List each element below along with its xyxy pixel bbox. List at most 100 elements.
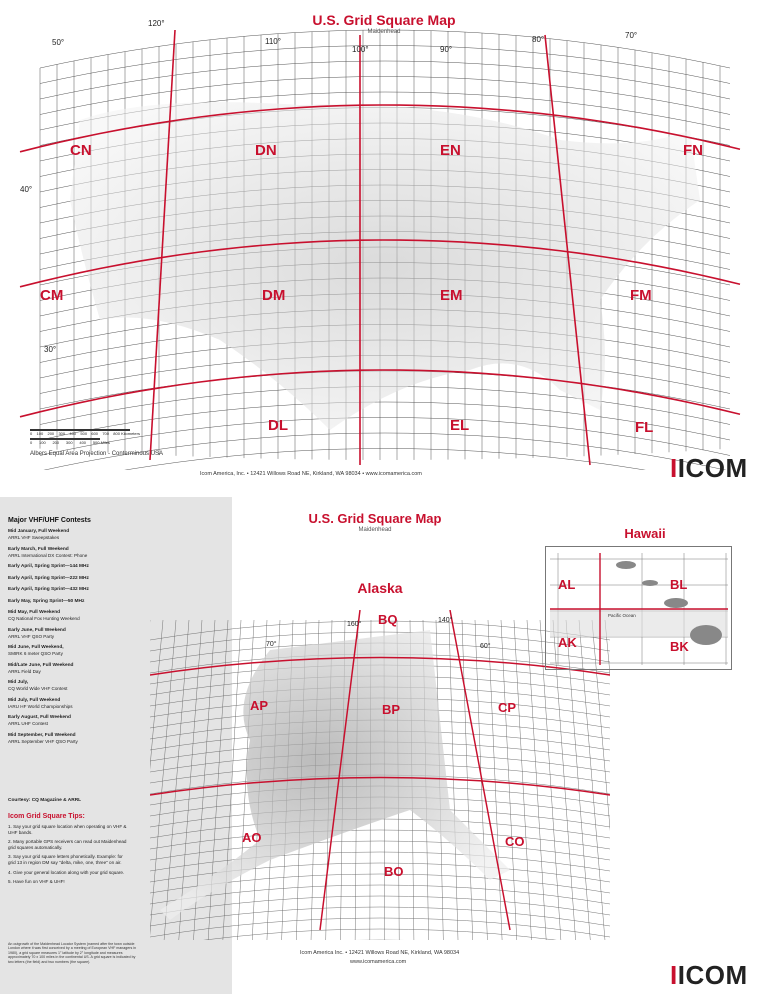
grid-line-v: [565, 619, 591, 940]
grid-line-v: [163, 619, 190, 940]
contest-item: Mid July, Full Weekend IARU HF World Cham…: [8, 697, 73, 709]
field-label-en: EN: [440, 142, 461, 159]
island-shape: [616, 561, 636, 569]
ak-field-cp: CP: [498, 700, 516, 715]
grid-line-v: [487, 619, 503, 940]
icom-logo-bottom: IICOM: [670, 960, 748, 990]
contest-item: Mid January, Full Weekend ARRL VHF Sweeps…: [8, 529, 70, 540]
ak-field-bp: BP: [382, 702, 400, 717]
grid-line-h: [39, 417, 731, 456]
contest-item: Early August, Full Weekend ARRL UHF Conte…: [8, 715, 71, 726]
hi-field-bk: BK: [670, 639, 689, 654]
grid-line-v: [500, 619, 518, 940]
icom-logo-top: IICOM: [670, 453, 748, 483]
longitude-label: 90°: [440, 45, 452, 54]
contest-item: Mid May, Full Weekend CQ National Fox Hun…: [8, 610, 80, 621]
tips-heading: Icom Grid Square Tips:: [8, 813, 85, 820]
field-label-cm: CM: [40, 287, 63, 304]
contest-item: Early April, Spring Sprint—144 MHz: [8, 564, 89, 569]
contest-item: Early April, Spring Sprint—222 MHz: [8, 575, 89, 581]
scale-km-tick: 400: [69, 431, 77, 436]
ak-map-address: Icom America Inc. • 12421 Willows Road N…: [300, 950, 460, 956]
contest-item: Mid/Late June, Full Weekend ARRL Field Da…: [8, 662, 74, 674]
grid-line-h: [150, 818, 610, 839]
courtesy-note: Courtesy: CQ Magazine & ARRL: [8, 798, 82, 803]
us-map-title: U.S. Grid Square Map: [312, 12, 456, 28]
field-boundary-lat: [19, 369, 741, 418]
contest-item: Mid September, Full Weekend ARRL Septembe…: [8, 732, 78, 744]
scale-mi-tick: 0: [30, 440, 33, 445]
scale-mi-tick: 400: [79, 440, 87, 445]
grid-line-v: [178, 619, 203, 940]
contest-item: Early March, Full Weekend ARRL Internatio…: [8, 546, 88, 558]
grid-line-v: [150, 619, 177, 936]
scale-km-tick: 200: [47, 431, 55, 436]
hi-field-bl: BL: [670, 577, 687, 592]
longitude-label: 110°: [265, 37, 281, 46]
scale-km-tick: 0: [30, 431, 33, 436]
contest-sidebar: Major VHF/UHF Contests Mid January, Full…: [0, 497, 232, 994]
field-label-dl: DL: [268, 417, 288, 434]
field-boundary-lon: [319, 610, 361, 931]
latitude-label: 30°: [44, 345, 56, 354]
grid-line-h: [203, 928, 557, 940]
island-shape: [664, 598, 688, 608]
tip-item: 5. Have fun on VHF & UHF!: [8, 879, 65, 885]
grid-line-h: [150, 631, 610, 652]
longitude-label: 100°: [352, 45, 369, 54]
projection-note: Albers Equal Area Projection - Contermin…: [30, 451, 164, 457]
field-boundary-lon: [544, 34, 591, 466]
field-label-fm: FM: [630, 287, 652, 304]
scale-mi-tick: 500 Miles: [92, 440, 110, 445]
field-boundary-lat: [19, 104, 741, 153]
field-label-em: EM: [440, 287, 463, 304]
field-boundary-lon: [149, 29, 176, 461]
scale-km-tick: 800 Kilometers: [113, 431, 140, 436]
ak-map-web: www.icomamerica.com: [350, 959, 407, 965]
grid-line-v: [237, 619, 255, 940]
contest-list: Mid January, Full Weekend ARRL VHF Sweeps…: [8, 529, 218, 750]
hi-field-ak: AK: [558, 635, 577, 650]
us-grid-map: 120° 110° 100° 90° 80° 70° 50° 40° 30° CN DN EN FN CM…: [19, 19, 741, 470]
tips-list: 1. Say your grid square location when op…: [8, 824, 128, 889]
pacific-ocean-label: Pacific Ocean: [608, 613, 636, 618]
contest-item: Early June, Full Weekend ARRL VHF QSO Par…: [8, 627, 66, 639]
tip-item: 2. Many portable GPS receivers can read …: [8, 839, 127, 850]
grid-line-v: [552, 619, 576, 940]
grid-line-h: [150, 851, 610, 872]
alaska-landmass: [160, 630, 510, 920]
grid-line-h: [39, 76, 731, 115]
tip-item: 4. Give your general location along with…: [8, 869, 125, 875]
scale-mi-tick: 200: [52, 440, 60, 445]
ak-map-subtitle: Maidenhead: [358, 527, 392, 533]
grid-line-v: [604, 619, 610, 677]
scale-mi-tick: 300: [65, 440, 73, 445]
maidenhead-footnote: An outgrowth of the Maidenhead Locator S…: [8, 942, 137, 964]
ak-coord-label: 160°: [347, 620, 362, 628]
grid-line-h: [150, 917, 610, 938]
grid-line-h: [124, 448, 646, 470]
ak-coord-label: 60°: [480, 642, 491, 650]
grid-line-h: [150, 620, 610, 641]
grid-line-h: [150, 884, 610, 905]
field-boundary-lat: [150, 776, 610, 796]
grid-line-h: [150, 862, 610, 883]
grid-line-v: [539, 619, 562, 940]
scale-mi-tick: 100: [39, 440, 46, 445]
tip-item: 3. Say your grid square letters phonetic…: [8, 854, 123, 865]
ak-field-ap: AP: [250, 698, 268, 713]
field-label-el: EL: [450, 417, 469, 434]
field-label-fl: FL: [635, 419, 653, 436]
alaska-label: Alaska: [357, 580, 403, 596]
ak-field-ao: AO: [242, 830, 262, 845]
field-label-dn: DN: [255, 142, 277, 159]
ak-field-co: CO: [505, 834, 525, 849]
hawaii-label: Hawaii: [624, 526, 666, 541]
ak-field-bo: BO: [384, 864, 404, 879]
scale-km-tick: 700: [102, 431, 110, 436]
grid-line-h: [150, 906, 610, 927]
contest-item: Early April, Spring Sprint—432 MHz: [8, 587, 89, 592]
us-map-address: Icom America, Inc. • 12421 Willows Road …: [200, 471, 422, 477]
grid-line-h: [39, 45, 731, 84]
field-boundary-lat: [19, 239, 741, 288]
